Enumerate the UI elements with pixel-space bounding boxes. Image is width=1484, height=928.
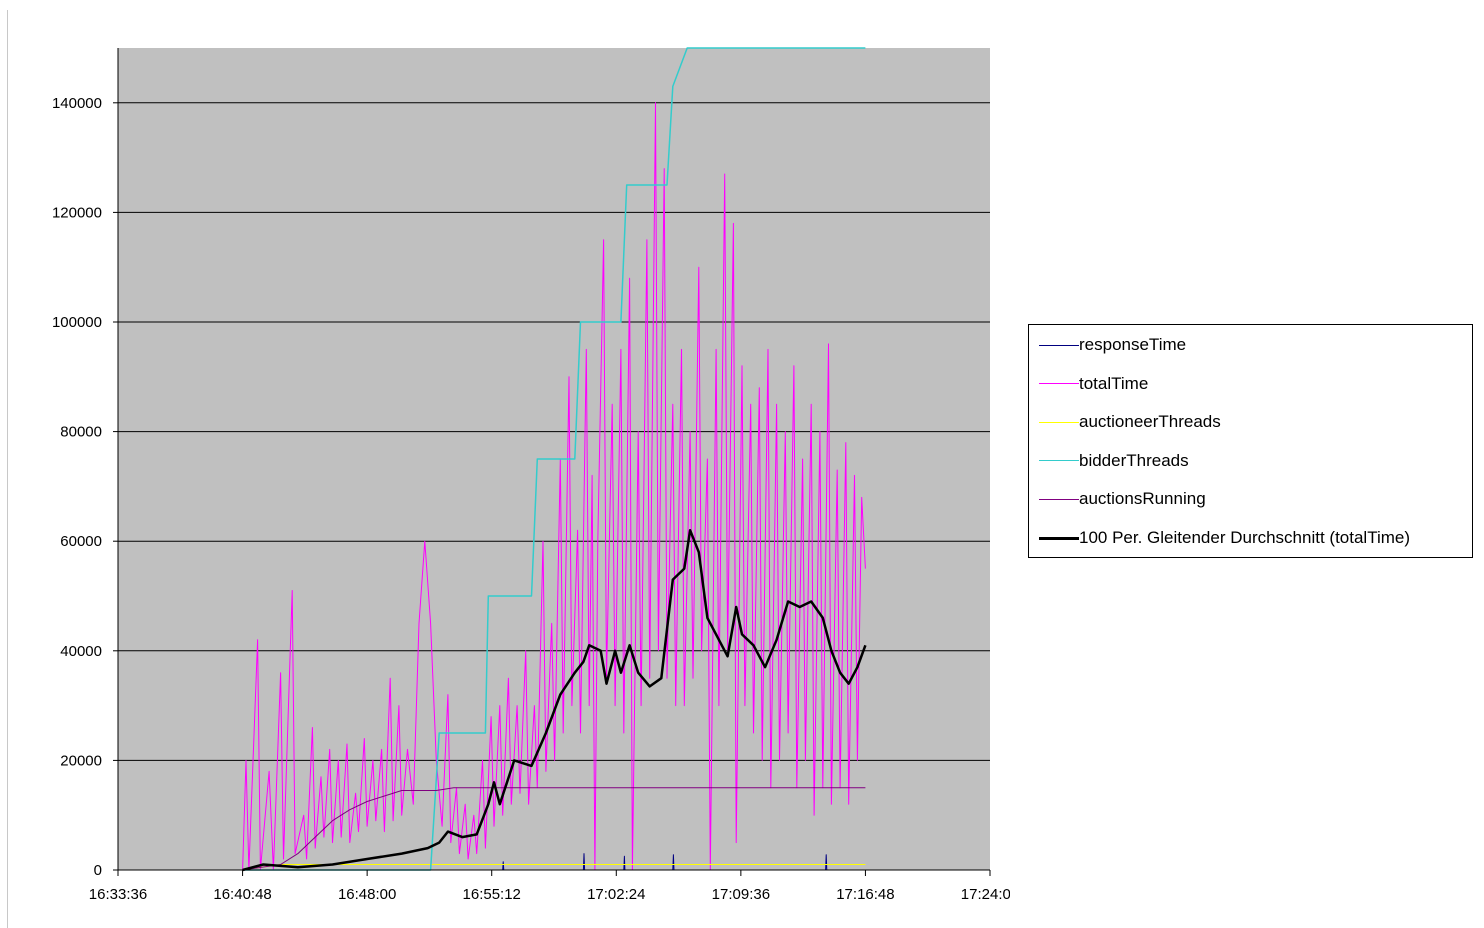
x-tick-label-5: 17:09:36: [712, 886, 770, 903]
series-line-4: [242, 787, 866, 871]
x-tick-label-3: 16:55:12: [463, 886, 521, 903]
frame-left-border: [7, 10, 8, 928]
legend-swatch-0: [1039, 344, 1079, 346]
y-tick-label-3: 60000: [60, 533, 102, 550]
legend-swatch-1: [1039, 383, 1079, 385]
legend-item-5: 100 Per. Gleitender Durchschnitt (totalT…: [1039, 527, 1410, 549]
x-axis-ticks: 16:33:36 16:40:48 16:48:00 16:55:12 17:02:24…: [89, 870, 1010, 903]
legend-item-4: auctionsRunning: [1039, 488, 1206, 510]
x-tick-label-0: 16:33:36: [89, 886, 147, 903]
legend-swatch-3: [1039, 460, 1079, 462]
legend-label-4: auctionsRunning: [1079, 489, 1206, 509]
axes: [117, 48, 990, 871]
y-tick-label-1: 20000: [60, 752, 102, 769]
x-tick-label-7: 17:24:00: [961, 886, 1010, 903]
legend-label-3: bidderThreads: [1079, 450, 1189, 470]
y-tick-label-2: 40000: [60, 643, 102, 660]
legend-label-2: auctioneerThreads: [1079, 412, 1221, 432]
y-tick-label-0: 0: [94, 862, 102, 879]
legend-swatch-2: [1039, 421, 1079, 423]
x-tick-label-4: 17:02:24: [587, 886, 645, 903]
series-layer: [242, 47, 867, 872]
legend-item-2: auctioneerThreads: [1039, 411, 1221, 433]
legend-swatch-5: [1039, 536, 1079, 540]
legend: responseTime totalTime auctioneerThreads bi…: [1028, 324, 1473, 558]
legend-swatch-4: [1039, 498, 1079, 500]
y-tick-label-4: 80000: [60, 424, 102, 441]
legend-item-3: bidderThreads: [1039, 450, 1189, 472]
line-chart: 020000400006000080000100000120000140000 …: [52, 47, 1010, 903]
legend-label-5: 100 Per. Gleitender Durchschnitt (totalT…: [1079, 528, 1411, 547]
y-tick-label-7: 140000: [52, 95, 102, 112]
series-line-3: [242, 47, 866, 871]
legend-item-0: responseTime: [1039, 334, 1186, 356]
legend-label-0: responseTime: [1079, 335, 1187, 354]
legend-item-1: totalTime: [1039, 373, 1148, 395]
y-tick-label-6: 120000: [52, 204, 102, 221]
x-tick-label-6: 17:16:48: [836, 886, 894, 903]
x-tick-label-2: 16:48:00: [338, 886, 396, 903]
y-tick-label-5: 100000: [52, 314, 102, 331]
legend-label-1: totalTime: [1079, 373, 1149, 393]
y-axis-ticks: 0 20000 40000 60000 80000 100000 120000 140000: [52, 95, 118, 879]
series-line-5: [242, 528, 867, 872]
x-tick-label-1: 16:40:48: [213, 886, 271, 903]
